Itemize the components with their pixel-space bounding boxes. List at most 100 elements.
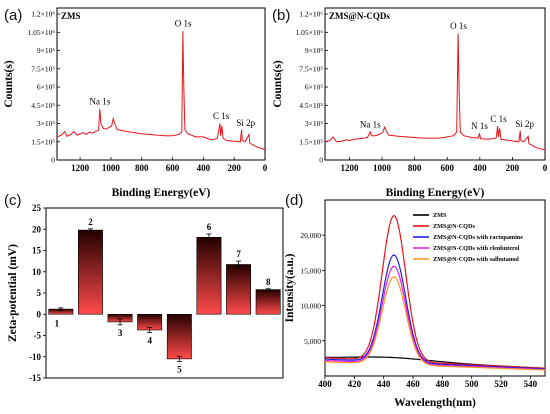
c-bar-label: 2 [88, 217, 93, 227]
b-y-tick-label: 7.5×10⁵ [299, 64, 323, 73]
b-x-tick-label: 600 [440, 163, 454, 173]
d-y-tick-label: 20,000 [300, 231, 321, 240]
d-x-tick-label: 460 [406, 379, 420, 389]
d-x-tick-label: 480 [436, 379, 450, 389]
panel-d: (d) Intensity(a.u.) Wavelength(nm) 400 42… [284, 192, 546, 409]
panel-b-series [324, 33, 546, 151]
c-y-tick-label: -10 [29, 352, 41, 362]
d-legend-entry: ZMS [433, 212, 447, 219]
b-y-tick-label: 0 [319, 156, 323, 165]
panel-c-ylabel: Zeta-potential (mV) [7, 244, 19, 342]
d-y-tick-label: 10,000 [300, 302, 321, 311]
b-x-tick-label: 400 [473, 163, 487, 173]
d-legend-entry: ZMS@N-CQDs with clenbuterol [433, 245, 520, 252]
a-y-tick-label: 1.2×10⁶ [31, 10, 55, 19]
b-y-tick-label: 9×10⁵ [305, 46, 323, 55]
c-bar [226, 264, 251, 315]
d-legend-entry: ZMS@N-CQDs with ractopamine [433, 234, 523, 241]
d-legend-entry: ZMS@N-CQDs with salbutamol [433, 256, 519, 263]
panel-b-ylabel: Counts(s) [272, 60, 284, 107]
panel-b-annotations: O 1s Na 1s N 1sC 1s Si 2p [360, 21, 535, 131]
a-y-tick-label: 1.5×10⁵ [31, 137, 55, 146]
panel-d-frame [324, 199, 546, 377]
a-y-tick-label: 3×10⁵ [37, 119, 55, 128]
b-x-tick-label: 1200 [340, 163, 359, 173]
d-series-line [324, 214, 546, 369]
d-series-line [324, 265, 546, 371]
panel-c-bars: 1 2 3 4 5 6 7 8 [48, 217, 281, 374]
b-x-tick-label: 800 [408, 163, 422, 173]
panel-a-frame [56, 7, 266, 161]
d-series-line [324, 254, 546, 370]
panel-c-ticks: -15 -10 -5 0 5 10 15 20 25 [29, 203, 46, 383]
panel-b-label: (b) [272, 7, 290, 24]
b-x-tick-label: 1000 [373, 163, 392, 173]
b-y-tick-label: 3×10⁵ [305, 119, 323, 128]
b-y-tick-label: 4.5×10⁵ [299, 101, 323, 110]
c-bar-label: 8 [266, 277, 271, 287]
c-bar-label: 3 [118, 328, 123, 338]
b-x-tick-label: 0 [543, 163, 548, 173]
c-bar [196, 237, 222, 315]
panel-a: (a) ZMS Counts(s) Binding Energy(eV) 120… [3, 7, 268, 199]
panel-a-title: ZMS [61, 11, 81, 21]
d-x-tick-label: 420 [348, 379, 362, 389]
c-bar [255, 289, 281, 315]
a-peak-label: O 1s [175, 19, 192, 29]
panel-d-ticks: 400 420 440 460 480 500 520 540 5,000 10,000 15,00… [300, 231, 537, 389]
a-spectrum-line [56, 31, 266, 151]
c-bar [166, 313, 192, 360]
panel-d-ylabel: Intensity(a.u.) [284, 253, 296, 322]
a-peak-label: C 1s [213, 111, 230, 121]
a-x-tick-label: 1000 [102, 163, 121, 173]
panel-c: (c) Zeta-potential (mV) -15-10-505101520… [4, 192, 284, 383]
d-y-tick-label: 5,000 [304, 337, 321, 346]
panel-d-label: (d) [285, 192, 303, 209]
b-peak-label: Si 2p [515, 119, 534, 129]
d-x-tick-label: 540 [524, 379, 538, 389]
a-y-tick-label: 7.5×10⁵ [31, 64, 55, 73]
panel-a-xlabel: Binding Energy(eV) [112, 187, 211, 199]
panel-b: (b) ZMS@N-CQDs Counts(s) Binding Energy(… [272, 7, 548, 199]
d-x-tick-label: 440 [377, 379, 391, 389]
c-bar [78, 229, 103, 315]
c-y-tick-label: 5 [37, 288, 42, 298]
panel-a-label: (a) [4, 7, 22, 24]
c-y-tick-label: 15 [32, 246, 42, 256]
c-bar-label: 6 [207, 222, 212, 232]
b-spectrum-line [324, 33, 546, 151]
d-x-tick-label: 500 [465, 379, 479, 389]
a-x-tick-label: 600 [166, 163, 180, 173]
d-x-tick-label: 520 [494, 379, 508, 389]
panel-a-ticks: 1200 1000 800 600 400 200 0 0 1.5×10⁵ 3×10⁵ 4.5×10… [28, 10, 268, 173]
panel-b-ticks: 1200 1000 800 600 400 200 0 0 1.5×10⁵ 3×10⁵ 4.5×10… [296, 10, 548, 173]
b-y-tick-label: 6×10⁵ [305, 83, 323, 92]
c-bar-label: 5 [177, 364, 182, 374]
c-y-tick-label: 25 [32, 203, 42, 213]
b-y-tick-label: 1.2×10⁶ [299, 10, 323, 19]
panel-b-title: ZMS@N-CQDs [329, 11, 390, 21]
a-x-tick-label: 200 [227, 163, 241, 173]
a-y-tick-label: 1.05×10⁶ [28, 28, 56, 37]
a-y-tick-label: 0 [51, 156, 55, 165]
c-y-tick-label: -15 [29, 373, 41, 383]
c-y-tick-label: -5 [34, 331, 42, 341]
a-x-tick-label: 400 [197, 163, 211, 173]
a-peak-label: Na 1s [89, 96, 110, 106]
a-x-tick-label: 1200 [71, 163, 90, 173]
c-y-tick-label: 10 [32, 267, 42, 277]
a-y-tick-label: 6×10⁵ [37, 83, 55, 92]
b-y-tick-label: 1.5×10⁵ [299, 137, 323, 146]
a-peak-label: Si 2p [236, 118, 255, 128]
d-x-tick-label: 400 [318, 379, 332, 389]
c-bar-label: 1 [55, 319, 60, 329]
panel-b-xlabel: Binding Energy(eV) [386, 187, 485, 199]
d-legend-entry: ZMS@N-CQDs [433, 223, 475, 230]
b-peak-label: N 1s [471, 121, 488, 131]
b-peak-label: Na 1s [360, 120, 381, 130]
panel-d-xlabel: Wavelength(nm) [394, 397, 476, 409]
a-y-tick-label: 9×10⁵ [37, 46, 55, 55]
c-y-tick-label: 0 [37, 309, 42, 319]
panel-d-legend: ZMS ZMS@N-CQDs ZMS@N-CQDs with ractopamine… [413, 212, 523, 263]
